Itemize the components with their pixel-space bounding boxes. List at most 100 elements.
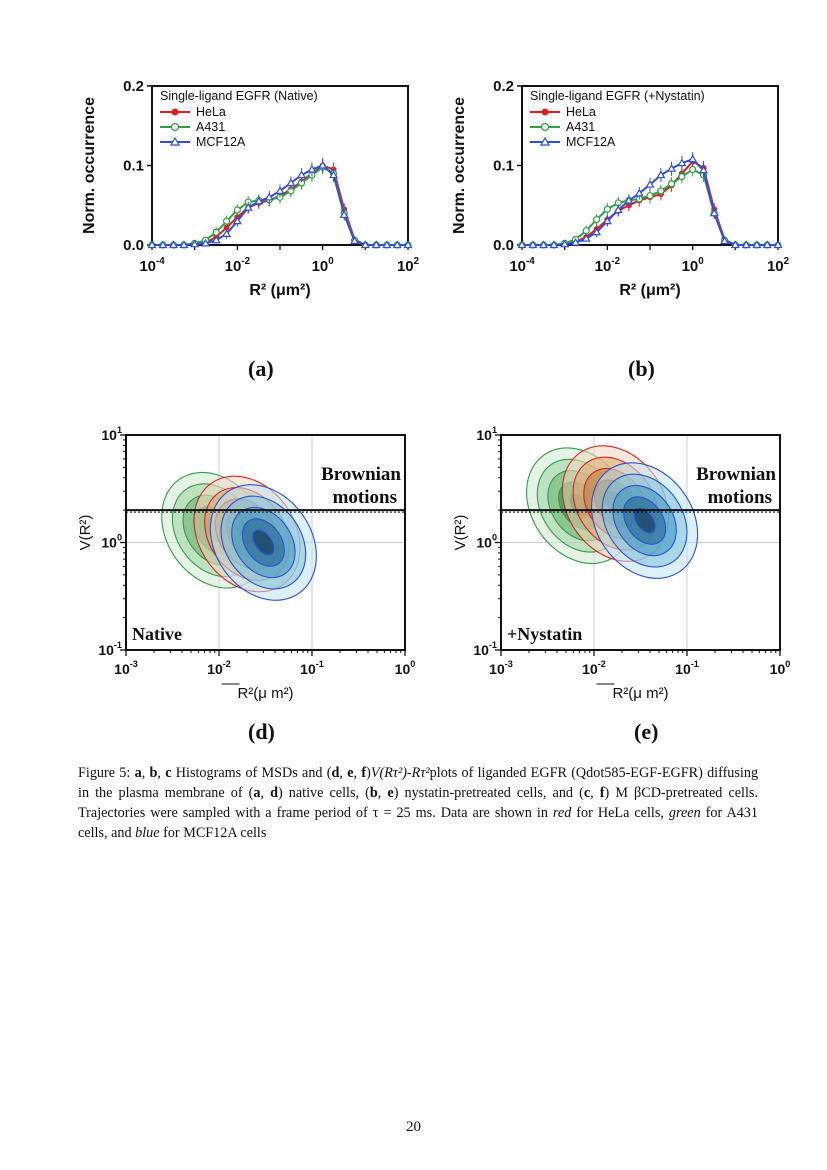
data-point — [560, 239, 570, 248]
annotation-line2: motions — [333, 487, 397, 508]
data-point — [211, 235, 221, 244]
data-point — [371, 240, 381, 249]
legend-label-hela: HeLa — [196, 105, 226, 119]
y-axis-label: V(R²) — [77, 515, 94, 551]
data-point — [297, 170, 307, 179]
y-tick-label: 0.2 — [493, 78, 514, 95]
legend-title: Single-ligand EGFR (+Nystatin) — [530, 89, 705, 103]
data-point — [657, 187, 665, 195]
page-number: 20 — [406, 1119, 421, 1135]
legend-marker — [539, 136, 551, 146]
legend-marker — [541, 108, 549, 116]
x-axis-label: R² (μm²) — [249, 282, 310, 299]
data-point — [264, 192, 274, 201]
data-point — [720, 236, 730, 245]
data-point — [222, 229, 232, 237]
plot-frame — [151, 85, 409, 246]
data-point — [201, 238, 211, 247]
legend-marker — [171, 108, 179, 116]
data-point — [286, 178, 296, 187]
data-point — [528, 240, 538, 249]
panel-b: 0.0 0.1 0.2 10-4 10-2 100 102 R² (μm²) Norm. occ… — [430, 70, 827, 360]
data-point — [752, 240, 762, 249]
y-tick-label: 0.1 — [123, 158, 144, 175]
data-point — [646, 192, 654, 200]
data-point — [232, 216, 242, 225]
series-line-hela — [152, 164, 408, 246]
panel-e: 10-3 10-2 10-1 100 10-1 100 101 R²(μ m²) V(R²) Br… — [435, 415, 827, 720]
data-point — [392, 240, 402, 249]
x-tick-label: 100 — [312, 256, 335, 275]
x-tick-label: 10-3 — [114, 659, 138, 677]
legend-label-mcf12a: MCF12A — [196, 135, 246, 149]
data-point — [382, 240, 392, 249]
data-point — [549, 240, 559, 249]
y-tick-label: 101 — [476, 425, 497, 443]
series-line-mcf12a — [152, 164, 408, 246]
chart-e: 10-3 10-2 10-1 100 10-1 100 101 R²(μ m²) V(R²) Br… — [452, 425, 790, 702]
y-axis-label: Norm. occurrence — [81, 97, 98, 234]
y-axis-label: V(R²) — [452, 515, 469, 551]
data-point — [689, 165, 697, 174]
y-tick-label: 10-1 — [473, 640, 497, 658]
data-point — [603, 205, 611, 213]
series-line-a431 — [152, 165, 408, 246]
data-point — [571, 237, 581, 246]
x-axis-label: R²(μ m²) — [237, 685, 293, 702]
legend-marker — [540, 122, 550, 132]
data-point — [624, 195, 634, 204]
data-point — [709, 208, 719, 217]
y-tick-label: 101 — [101, 425, 122, 443]
x-tick-label: 10-2 — [225, 256, 251, 275]
data-point — [730, 240, 740, 249]
panel-label-d: (d) — [248, 719, 275, 744]
data-point — [634, 188, 644, 197]
data-point — [158, 240, 168, 249]
x-tick-label: 102 — [767, 256, 790, 275]
data-point — [254, 196, 264, 205]
data-point — [762, 240, 772, 249]
contour-mcf12a — [633, 507, 656, 534]
caption-math: V(Rτ²)-Rτ² — [370, 765, 430, 781]
data-point — [190, 239, 200, 248]
data-point — [360, 240, 370, 249]
data-point — [645, 179, 655, 188]
x-axis-label: R²(μ m²) — [612, 685, 668, 702]
data-point — [688, 154, 698, 163]
data-point — [233, 206, 241, 214]
legend-label-a431: A431 — [196, 120, 225, 134]
data-point — [350, 236, 360, 245]
panel-label-e: (e) — [634, 719, 659, 744]
y-tick-label: 0.0 — [123, 237, 144, 254]
data-point — [699, 165, 709, 174]
data-point — [741, 240, 751, 249]
x-tick-label: 10-1 — [675, 659, 699, 677]
x-tick-label: 102 — [397, 256, 420, 275]
chart-b: 0.0 0.1 0.2 10-4 10-2 100 102 R² (μm²) Norm. occ… — [451, 78, 790, 299]
annotation-line2: motions — [708, 487, 772, 508]
data-point — [602, 216, 612, 225]
x-tick-label: 100 — [395, 659, 416, 677]
data-point — [667, 180, 676, 188]
y-axis-label: Norm. occurrence — [451, 97, 468, 234]
data-point — [275, 186, 285, 195]
y-tick-label: 0.2 — [123, 78, 144, 95]
data-point — [243, 202, 253, 211]
annotation-line1: Brownian — [696, 464, 776, 485]
contour-mcf12a — [252, 529, 275, 556]
chart-a: 0.0 0.1 0.2 10-4 10-2 100 102 R² (μm²) Norm. occ… — [81, 78, 420, 299]
data-point — [592, 215, 601, 224]
panel-d: 10-3 10-2 10-1 100 10-1 100 101 R²(μ m²) V(R²) Br… — [60, 415, 435, 720]
legend-marker — [169, 136, 181, 146]
panel-label-a: (a) — [248, 356, 274, 381]
chart-d: 10-3 10-2 10-1 100 10-1 100 101 R²(μ m²) V(R²) Br… — [77, 425, 416, 702]
y-tick-label: 10-1 — [98, 640, 122, 658]
data-point — [592, 227, 602, 236]
plot-frame — [521, 85, 779, 246]
x-tick-label: 10-2 — [595, 256, 621, 275]
data-point — [582, 227, 590, 235]
figure-caption: Figure 5: a, b, c Histograms of MSDs and… — [78, 765, 759, 841]
y-tick-label: 100 — [101, 533, 122, 551]
panel-a: 0.0 0.1 0.2 10-4 10-2 100 102 R² (μm²) Norm. occ… — [60, 70, 430, 360]
x-tick-label: 10-2 — [582, 659, 606, 677]
